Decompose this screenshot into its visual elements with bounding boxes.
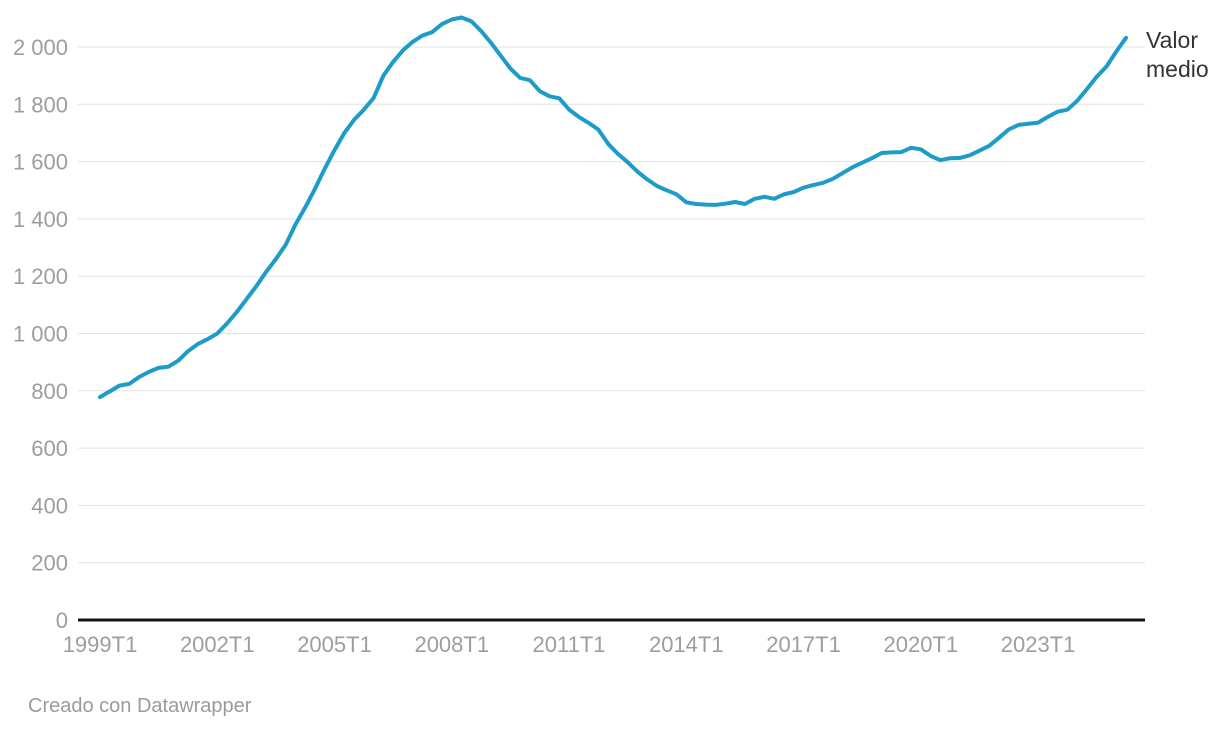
y-tick-label: 0 — [56, 608, 68, 633]
y-tick-label: 1 800 — [13, 92, 68, 117]
y-axis-labels: 0 200 400 600 800 1 000 1 200 1 400 1 600 1 800 2 … — [13, 35, 68, 633]
y-tick-label: 200 — [31, 551, 68, 576]
y-tick-label: 1 200 — [13, 264, 68, 289]
x-tick-label: 2002T1 — [180, 632, 255, 657]
x-tick-label: 2014T1 — [649, 632, 724, 657]
x-tick-label: 1999T1 — [63, 632, 138, 657]
chart-canvas: 0 200 400 600 800 1 000 1 200 1 400 1 600 1 800 2 … — [13, 15, 1145, 657]
x-axis-labels: 1999T1 2002T1 2005T1 2008T1 2011T1 2014T1 2017… — [63, 632, 1076, 657]
y-tick-label: 1 400 — [13, 207, 68, 232]
y-tick-label: 800 — [31, 379, 68, 404]
x-tick-label: 2011T1 — [533, 632, 606, 657]
x-tick-label: 2005T1 — [297, 632, 372, 657]
y-tick-label: 400 — [31, 493, 68, 518]
series-label-valor-medio: Valor medio — [1146, 27, 1209, 82]
x-tick-label: 2023T1 — [1001, 632, 1076, 657]
y-tick-label: 600 — [31, 436, 68, 461]
valor-medio-line — [98, 15, 1128, 400]
gridlines-group — [78, 46, 1145, 564]
x-tick-label: 2017T1 — [766, 632, 841, 657]
x-tick-label: 2020T1 — [883, 632, 958, 657]
attribution-text[interactable]: Creado con Datawrapper — [28, 695, 252, 717]
y-tick-label: 1 600 — [13, 150, 68, 175]
y-tick-label: 1 000 — [13, 322, 68, 347]
y-tick-label: 2 000 — [13, 35, 68, 60]
x-tick-label: 2008T1 — [414, 632, 489, 657]
